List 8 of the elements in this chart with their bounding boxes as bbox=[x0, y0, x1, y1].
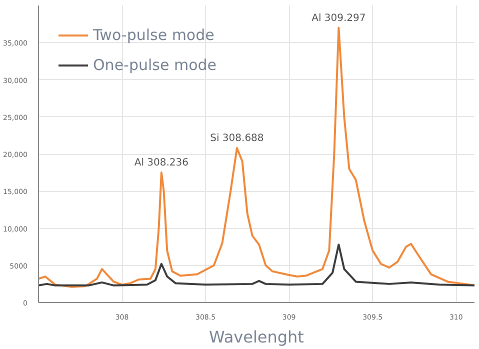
x-axis-title: Wavelenght bbox=[209, 328, 304, 346]
legend-label: One-pulse mode bbox=[93, 56, 217, 74]
annotation: Si 308.688 bbox=[210, 133, 264, 144]
legend-label: Two-pulse mode bbox=[93, 26, 214, 44]
annotation: Al 308.236 bbox=[134, 158, 189, 169]
annotation: Al 309.297 bbox=[312, 12, 366, 24]
line-series bbox=[38, 244, 474, 286]
line-series bbox=[38, 26, 474, 288]
